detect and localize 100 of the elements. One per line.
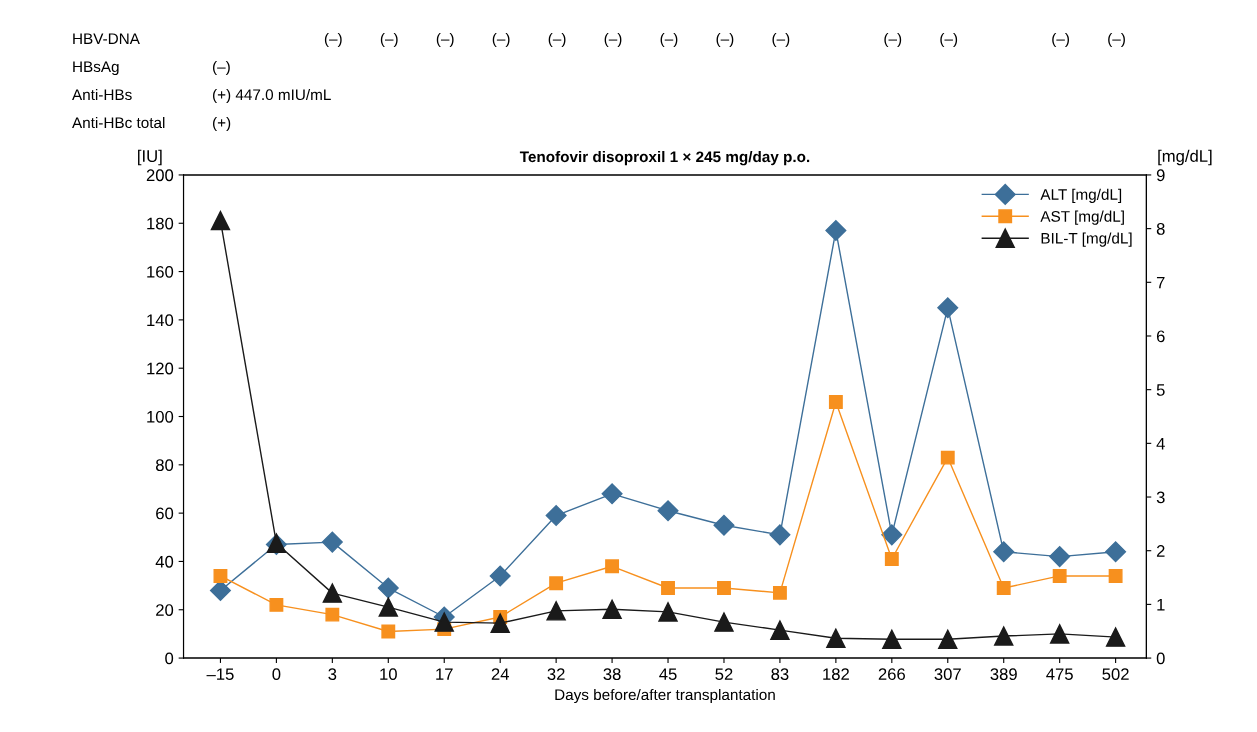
y2-tick-label: 4 — [1156, 437, 1165, 450]
y2-tick-label: 7 — [1156, 276, 1165, 289]
x-tick-label: 38 — [603, 668, 621, 681]
x-tick-label: 52 — [715, 668, 733, 681]
point — [1052, 568, 1067, 583]
point — [828, 395, 843, 409]
point — [938, 629, 958, 650]
point — [1105, 627, 1126, 647]
chart-title: Tenofovir disoproxil 1 × 245 mg/day p.o. — [519, 150, 810, 166]
point — [884, 552, 899, 566]
point — [269, 597, 284, 612]
point — [321, 531, 343, 553]
point — [881, 524, 903, 546]
point — [378, 597, 399, 617]
text: (–) — [324, 32, 342, 48]
x-tick-label: 83 — [771, 668, 789, 681]
point — [661, 581, 675, 595]
legend-label: BIL-T [mg/dL] — [1041, 232, 1132, 247]
point — [546, 601, 566, 621]
text: Anti-HBc total — [72, 116, 165, 129]
point — [489, 565, 511, 587]
x-tick-label: 475 — [1046, 668, 1073, 681]
y-tick-label: 200 — [146, 169, 174, 182]
x-tick-label: 182 — [823, 668, 849, 681]
point — [882, 629, 902, 650]
text: (–) — [772, 32, 790, 48]
y2-tick-label: 3 — [1156, 491, 1165, 504]
y2-axis-title: [mg/dL] — [1158, 149, 1212, 166]
point — [490, 613, 510, 633]
point — [549, 576, 564, 591]
x-tick-label: 266 — [878, 668, 905, 681]
x-tick-label: 0 — [272, 668, 281, 681]
point — [940, 450, 955, 465]
text: HBV-DNA — [73, 33, 140, 44]
y2-tick-label: 9 — [1156, 169, 1165, 182]
y-tick-label: 80 — [155, 459, 174, 472]
point — [1049, 624, 1070, 644]
y2-tick-label: 2 — [1156, 545, 1165, 557]
y-tick-label: 180 — [147, 217, 174, 230]
text: (–) — [660, 32, 678, 48]
text: (–) — [884, 32, 902, 48]
y2-tick-label: 1 — [1157, 598, 1165, 611]
x-tick-label: 32 — [547, 668, 565, 681]
text: (–) — [1108, 32, 1125, 48]
text: (–) — [940, 32, 958, 48]
text: (–) — [492, 32, 510, 48]
point — [937, 297, 959, 319]
y2-tick-label: 0 — [1156, 652, 1165, 665]
x-tick-label: 24 — [491, 668, 509, 680]
point — [210, 210, 231, 231]
text: (–) — [548, 32, 566, 48]
y-tick-label: 140 — [147, 314, 174, 327]
y-tick-label: 100 — [147, 410, 174, 423]
y-tick-label: 120 — [147, 362, 174, 375]
point — [770, 620, 790, 640]
point — [826, 628, 846, 648]
x-tick-label: 10 — [380, 668, 397, 681]
legend-label: AST [mg/dL] — [1040, 210, 1124, 225]
point — [713, 514, 735, 536]
point — [993, 626, 1014, 646]
y2-tick-label: 8 — [1156, 223, 1165, 235]
text: (+) — [213, 116, 231, 132]
point — [714, 612, 734, 632]
x-tick-label: 502 — [1102, 668, 1129, 681]
x-tick-label: 389 — [990, 668, 1017, 681]
point — [545, 505, 567, 527]
point — [434, 612, 454, 632]
point — [1108, 568, 1123, 583]
y2-tick-label: 6 — [1156, 330, 1165, 343]
point — [717, 581, 731, 595]
point — [1049, 546, 1071, 568]
point — [825, 219, 847, 242]
y-tick-label: 160 — [147, 265, 174, 278]
point — [601, 483, 623, 505]
point — [996, 581, 1011, 595]
point — [772, 585, 787, 600]
point — [213, 568, 228, 583]
point — [658, 602, 678, 622]
point — [602, 599, 622, 619]
point — [657, 500, 679, 522]
point — [769, 524, 791, 546]
point — [377, 577, 399, 599]
point — [993, 541, 1015, 563]
x-axis-title: Days before/after transplantation — [555, 688, 775, 704]
text: (–) — [380, 32, 398, 48]
y-tick-label: 60 — [156, 507, 174, 520]
x-tick-label: 17 — [436, 668, 453, 680]
point — [322, 583, 343, 603]
text: (–) — [604, 32, 622, 48]
text: (+) 447.0 mIU/mL — [213, 88, 331, 104]
point — [605, 559, 620, 574]
y-axis-title: [IU] — [138, 149, 162, 166]
y2-tick-label: 5 — [1156, 384, 1165, 396]
text: (–) — [1052, 32, 1069, 48]
x-tick-label: –15 — [206, 668, 234, 681]
text: (–) — [436, 32, 454, 48]
text: Anti-HBs — [72, 88, 132, 101]
point — [325, 607, 340, 622]
text: (–) — [716, 32, 734, 48]
legend-label: ALT [mg/dL] — [1040, 188, 1122, 203]
